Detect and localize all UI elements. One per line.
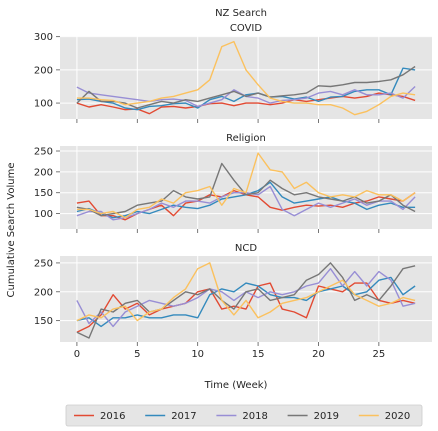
series-line-2020 — [76, 262, 416, 322]
series-line-2019 — [76, 162, 416, 217]
x-tick-label: 0 — [74, 349, 80, 360]
legend-label-2018: 2018 — [242, 411, 267, 422]
series-line-2020 — [76, 40, 416, 116]
series-line-2019 — [76, 262, 416, 339]
y-axis-label: Cumulative Search Volume — [6, 163, 17, 298]
x-tick-label: 25 — [372, 349, 385, 360]
y-tick-label: 200 — [34, 287, 53, 298]
plot-background — [60, 256, 432, 342]
legend-box — [65, 404, 423, 427]
y-tick-label: 200 — [34, 167, 53, 178]
x-tick-label: 20 — [312, 349, 325, 360]
legend-label-2016: 2016 — [100, 411, 125, 422]
subplot-title: NCD — [235, 243, 257, 254]
y-tick-label: 100 — [34, 209, 53, 220]
legend-label-2017: 2017 — [171, 411, 196, 422]
figure-suptitle: NZ Search — [215, 8, 267, 19]
x-tick-label: 10 — [191, 349, 204, 360]
legend-label-2019: 2019 — [314, 411, 339, 422]
series-line-2016 — [76, 282, 416, 333]
y-tick-label: 150 — [34, 188, 53, 199]
legend: 2016 2017 2018 2019 2020 — [65, 404, 423, 427]
plot-background — [60, 36, 432, 119]
legend-label-2020: 2020 — [385, 411, 410, 422]
subplot-title: COVID — [230, 23, 262, 34]
subplot-ncd: NCD 150 200 250 0 5 10 15 20 25 — [34, 243, 432, 360]
y-tick-label: 100 — [34, 99, 53, 110]
x-axis-label: Time (Week) — [204, 380, 268, 391]
subplot-covid: COVID 100 200 300 — [34, 23, 432, 123]
series-line-2019 — [76, 65, 416, 109]
plot-background — [60, 146, 432, 229]
x-tick-label: 15 — [252, 349, 265, 360]
subplots: COVID100200300Religion100150200250NCD150… — [34, 23, 432, 360]
y-tick-label: 250 — [34, 258, 53, 269]
subplot-title: Religion — [226, 133, 266, 144]
y-tick-label: 200 — [34, 65, 53, 76]
x-tick-label: 5 — [134, 349, 140, 360]
y-tick-label: 300 — [34, 32, 53, 43]
series-line-2020 — [76, 152, 416, 219]
y-tick-label: 150 — [34, 316, 53, 327]
subplot-religion: Religion 100 150 200 250 — [34, 133, 432, 233]
y-tick-label: 250 — [34, 147, 53, 158]
